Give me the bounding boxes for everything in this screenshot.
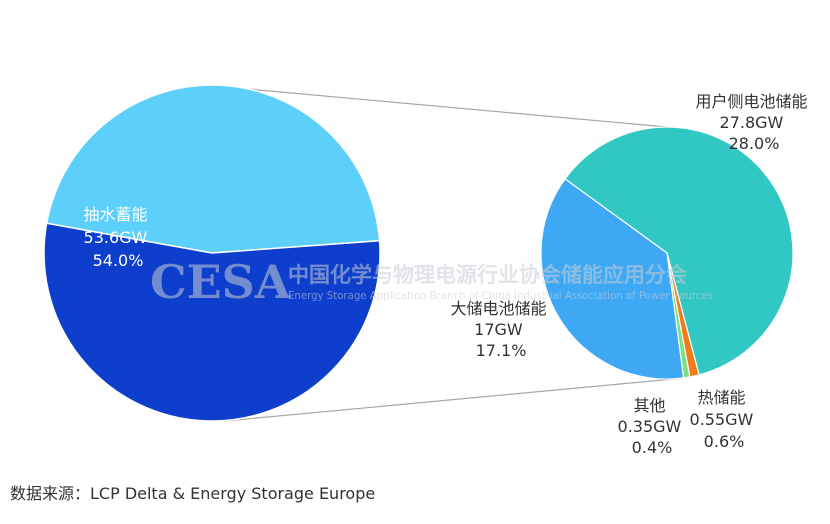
label-pumped-hydro-percent: 54.0% — [93, 251, 144, 270]
pie-slice-remainder — [45, 84, 381, 254]
label-pumped-hydro-name: 抽水蓄能 — [83, 205, 147, 224]
pie-slice-utility-battery — [540, 178, 685, 380]
detail-pie — [540, 126, 794, 380]
label-user-side-battery: 用户侧电池储能 27.8GW 28.0% — [695, 92, 812, 153]
label-utility-battery: 大储电池储能 17GW 17.1% — [450, 299, 551, 360]
label-user-side-battery-percent: 28.0% — [729, 134, 780, 153]
label-thermal-storage-percent: 0.6% — [704, 432, 745, 451]
label-thermal-storage-value: 0.55GW — [690, 410, 754, 429]
label-user-side-battery-name: 用户侧电池储能 — [695, 92, 807, 111]
watermark-name-en: Energy Storage Application Branch of Chi… — [288, 289, 713, 302]
connector-line-bottom — [224, 377, 685, 422]
label-other: 其他 0.35GW 0.4% — [618, 396, 687, 457]
connector-lines — [224, 86, 685, 422]
watermark: CESA 中国化学与物理电源行业协会储能应用分会 Energy Storage … — [150, 255, 713, 309]
label-pumped-hydro: 抽水蓄能 53.6GW 54.0% — [83, 205, 152, 270]
label-thermal-storage: 热储能 0.55GW 0.6% — [690, 388, 759, 451]
label-pumped-hydro-value: 53.6GW — [84, 228, 148, 247]
data-labels: 抽水蓄能 53.6GW 54.0% 用户侧电池储能 27.8GW 28.0% 大… — [83, 92, 812, 457]
main-pie — [43, 84, 381, 422]
source-note: 数据来源：LCP Delta & Energy Storage Europe — [10, 484, 376, 503]
pie-slice-pumped-hydro — [43, 222, 381, 422]
pie-slice-user-side-battery — [564, 126, 794, 376]
label-utility-battery-value: 17GW — [474, 320, 523, 339]
label-other-percent: 0.4% — [632, 438, 673, 457]
label-thermal-storage-name: 热储能 — [697, 388, 745, 407]
watermark-logo: CESA — [150, 255, 292, 309]
label-other-name: 其他 — [633, 396, 665, 415]
label-other-value: 0.35GW — [618, 417, 682, 436]
label-user-side-battery-value: 27.8GW — [720, 113, 784, 132]
watermark-name-cn: 中国化学与物理电源行业协会储能应用分会 — [288, 263, 687, 287]
label-utility-battery-percent: 17.1% — [476, 341, 527, 360]
connector-line-top — [224, 86, 668, 128]
label-utility-battery-name: 大储电池储能 — [450, 299, 546, 318]
